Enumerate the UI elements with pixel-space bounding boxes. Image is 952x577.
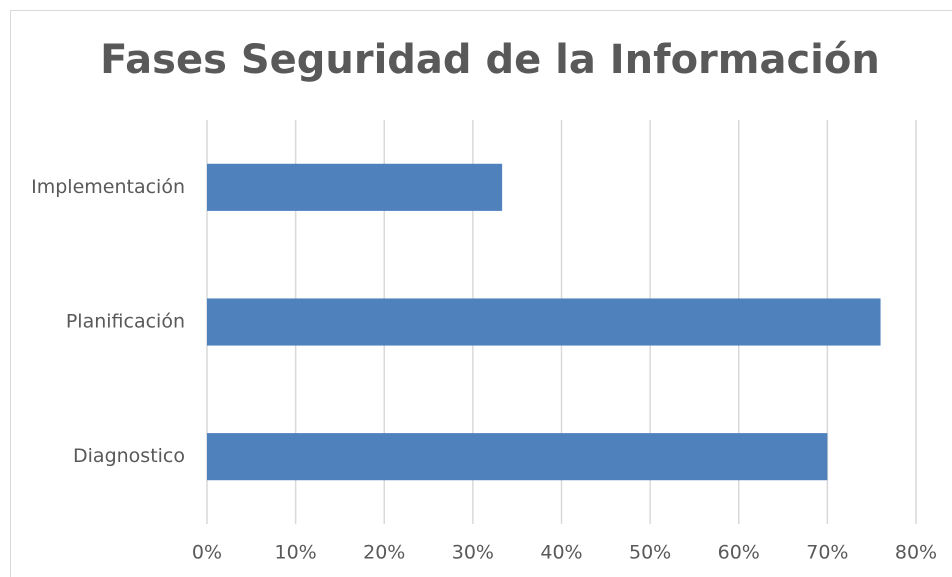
x-tick-label: 0% bbox=[192, 542, 222, 564]
bar bbox=[207, 433, 828, 481]
y-tick-label: Planificación bbox=[66, 311, 185, 333]
y-tick-label: Implementación bbox=[31, 176, 185, 198]
x-tick-label: 20% bbox=[363, 542, 405, 564]
chart-border bbox=[10, 10, 952, 577]
bar bbox=[207, 163, 503, 211]
chart-title: Fases Seguridad de la Información bbox=[100, 37, 880, 83]
y-tick-label: Diagnostico bbox=[73, 445, 185, 467]
x-tick-label: 10% bbox=[275, 542, 317, 564]
x-tick-label: 60% bbox=[718, 542, 760, 564]
bar bbox=[207, 298, 881, 346]
x-tick-label: 40% bbox=[540, 542, 582, 564]
x-tick-label: 50% bbox=[629, 542, 671, 564]
x-tick-label: 70% bbox=[806, 542, 848, 564]
x-tick-label: 30% bbox=[452, 542, 494, 564]
x-tick-label: 80% bbox=[895, 542, 937, 564]
